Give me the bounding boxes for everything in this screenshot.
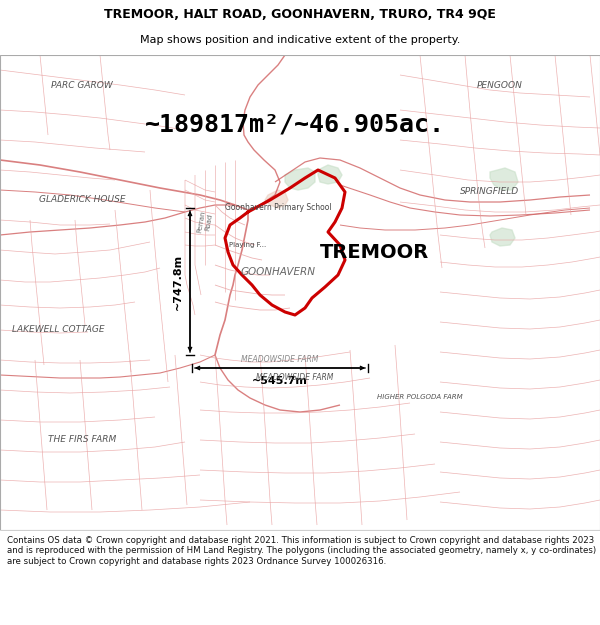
Text: TREMOOR, HALT ROAD, GOONHAVERN, TRURO, TR4 9QE: TREMOOR, HALT ROAD, GOONHAVERN, TRURO, T…: [104, 8, 496, 21]
Text: LAKEWELL COTTAGE: LAKEWELL COTTAGE: [11, 326, 104, 334]
Text: PENGOON: PENGOON: [477, 81, 523, 89]
Text: PARC GAROW: PARC GAROW: [51, 81, 113, 89]
Text: GOONHAVERN: GOONHAVERN: [241, 267, 316, 277]
Polygon shape: [490, 228, 515, 246]
Text: MEADOWSIDE FARM: MEADOWSIDE FARM: [256, 374, 334, 382]
Text: GLADERICK HOUSE: GLADERICK HOUSE: [38, 196, 125, 204]
Text: Goonhavern Primary School: Goonhavern Primary School: [224, 204, 331, 212]
Polygon shape: [265, 190, 288, 208]
Text: ~189817m²/~46.905ac.: ~189817m²/~46.905ac.: [145, 113, 445, 137]
Text: ~545.7m: ~545.7m: [252, 376, 308, 386]
Text: Map shows position and indicative extent of the property.: Map shows position and indicative extent…: [140, 35, 460, 45]
Text: SPRINGFIELD: SPRINGFIELD: [460, 188, 520, 196]
Polygon shape: [318, 165, 342, 184]
Text: MEADOWSIDE FARM: MEADOWSIDE FARM: [241, 356, 319, 364]
Text: Contains OS data © Crown copyright and database right 2021. This information is : Contains OS data © Crown copyright and d…: [7, 536, 596, 566]
Text: ~747.8m: ~747.8m: [173, 254, 183, 309]
Polygon shape: [285, 168, 315, 190]
Text: THE FIRS FARM: THE FIRS FARM: [48, 436, 116, 444]
Text: Playing F...: Playing F...: [229, 242, 266, 248]
Polygon shape: [490, 168, 518, 190]
Text: HIGHER POLGODA FARM: HIGHER POLGODA FARM: [377, 394, 463, 400]
Text: TREMOOR: TREMOOR: [320, 242, 429, 261]
Text: Perran
Road: Perran Road: [197, 210, 214, 234]
